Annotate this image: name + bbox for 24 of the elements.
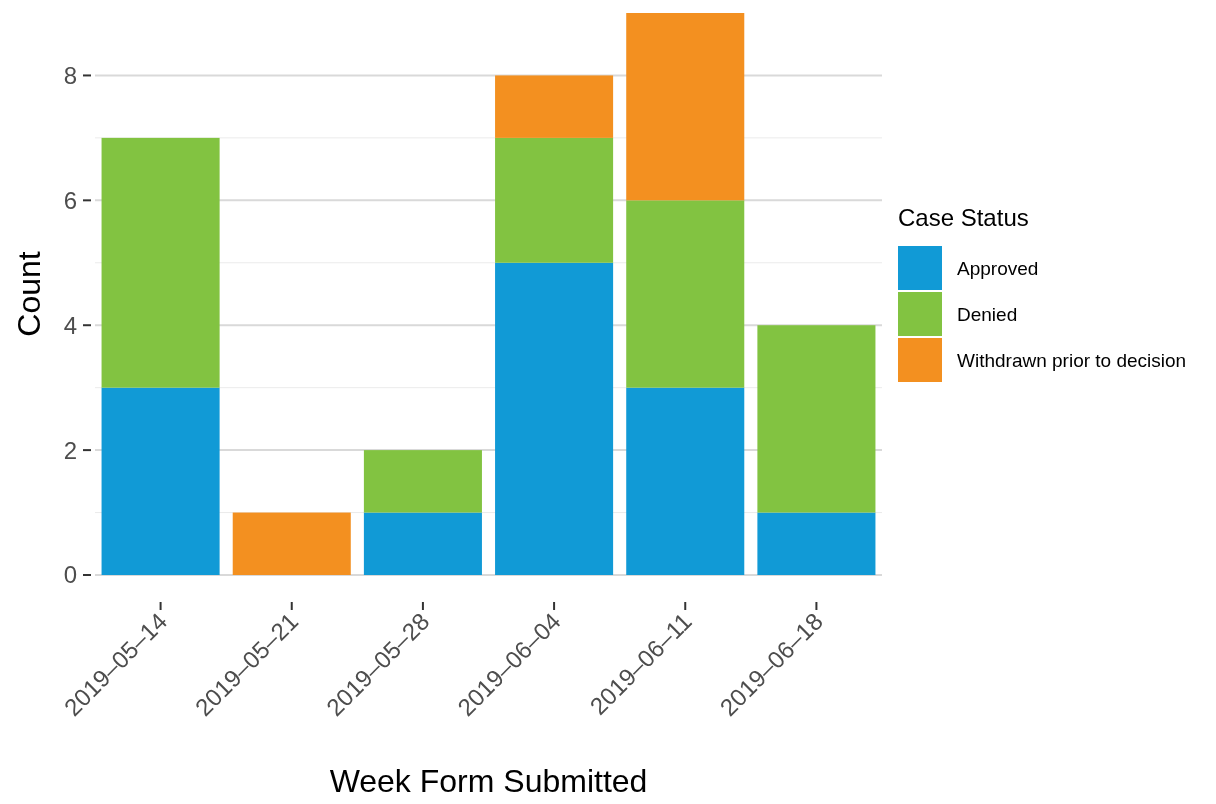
y-tick-label: 8 [63, 61, 77, 89]
legend-title: Case Status [898, 204, 1029, 232]
bar [757, 325, 876, 513]
bar [626, 13, 745, 201]
legend-label: Withdrawn prior to decision [957, 349, 1187, 371]
bar [232, 512, 351, 575]
y-tick-label: 0 [63, 561, 77, 589]
legend-label: Denied [957, 303, 1018, 325]
bar [495, 75, 614, 138]
bar [101, 387, 220, 575]
y-tick-label: 6 [63, 186, 77, 214]
bar [101, 137, 220, 388]
y-axis-title: Count [11, 251, 47, 337]
y-tick-label: 2 [63, 436, 77, 464]
bar [495, 262, 614, 575]
bar [363, 450, 482, 513]
bar [626, 387, 745, 575]
bar [757, 512, 876, 575]
x-axis-title: Week Form Submitted [329, 763, 648, 799]
bar [363, 512, 482, 575]
legend-label: Approved [957, 257, 1039, 279]
bar [495, 137, 614, 263]
bar [626, 200, 745, 388]
y-tick-label: 4 [63, 311, 77, 339]
